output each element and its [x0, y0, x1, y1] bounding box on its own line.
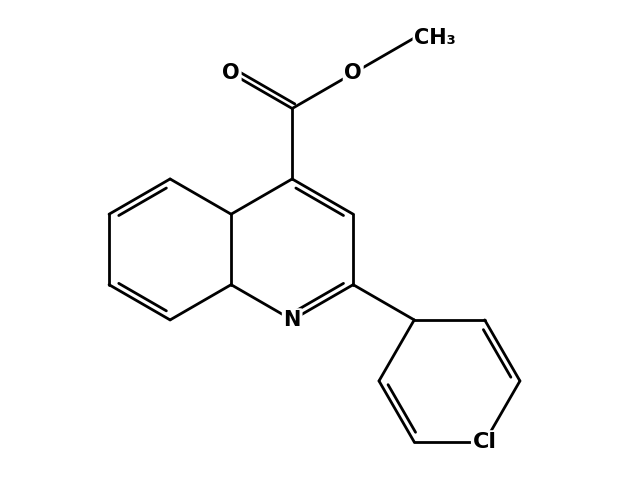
Text: O: O	[345, 63, 362, 83]
Text: CH₃: CH₃	[415, 28, 456, 48]
Text: N: N	[284, 310, 301, 330]
Text: O: O	[222, 63, 240, 83]
Text: Cl: Cl	[473, 432, 497, 452]
